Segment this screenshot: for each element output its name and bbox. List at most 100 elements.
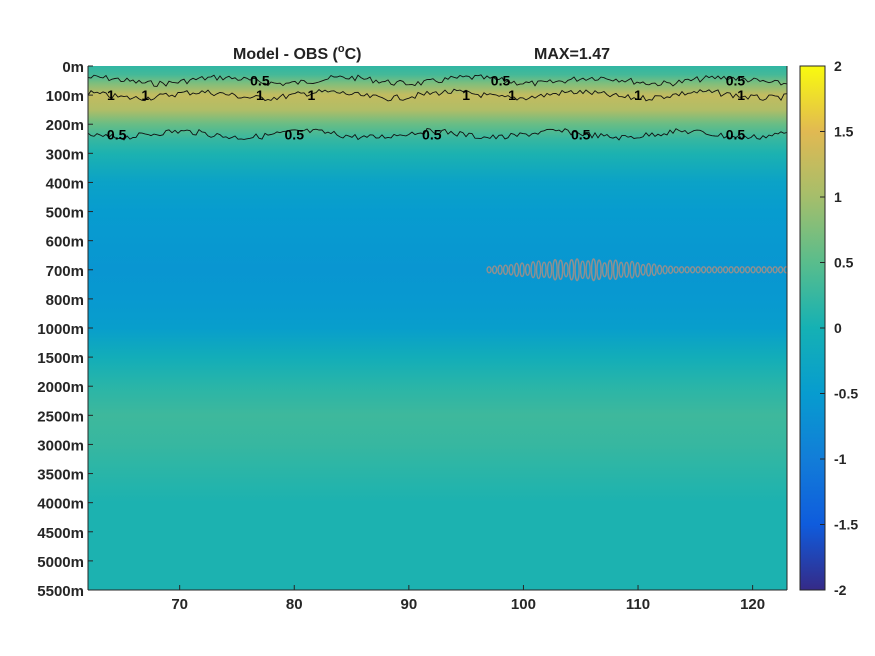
marker-glyph: [689, 266, 696, 274]
marker-glyph: [684, 266, 690, 274]
contour-label: 1: [737, 87, 745, 103]
marker-glyph: [717, 266, 723, 274]
contour-label: 1: [462, 87, 470, 103]
marker-glyph: [519, 262, 525, 278]
marker-glyph: [722, 266, 729, 274]
marker-glyph: [755, 266, 762, 274]
contour-label: 1: [508, 87, 516, 103]
marker-glyph: [739, 266, 745, 274]
marker-glyph: [651, 263, 657, 277]
y-tick-label: 0m: [62, 59, 84, 76]
colorbar-tick-label: -0.5: [834, 386, 858, 402]
marker-glyph: [596, 259, 602, 281]
x-tick-label: 90: [401, 596, 418, 613]
marker-glyph: [557, 259, 564, 281]
y-tick-label: 1500m: [37, 350, 84, 367]
marker-glyph: [656, 264, 663, 275]
marker-glyph: [783, 266, 787, 274]
colorbar-tick-label: 1: [834, 189, 842, 205]
y-axis-ticks: 0m 100m 200m 300m 400m 500m 600m 700m 800m 1000m 1…: [37, 59, 93, 600]
marker-glyph: [667, 265, 674, 275]
contour-label: 1: [107, 87, 115, 103]
marker-glyph: [777, 266, 784, 274]
contour-label: 0.5: [571, 126, 591, 142]
colorbar-tick-label: 0.5: [834, 255, 854, 271]
y-tick-label: 2500m: [37, 408, 84, 425]
y-tick-label: 300m: [46, 146, 84, 163]
marker-glyph: [618, 261, 624, 278]
marker-glyph: [728, 266, 734, 274]
contour-lines: [88, 74, 787, 141]
contour-label: 0.5: [491, 73, 511, 89]
marker-glyph: [585, 260, 591, 280]
colorbar-tick-label: 0: [834, 320, 842, 336]
colorbar-tick-label: -1.5: [834, 517, 858, 533]
contour-line: [88, 74, 787, 87]
plot-area: 0.5 0.5 0.51 1 1 1 1 1 1 10.5 0.5 0.5 0.5 0.5: [87, 66, 788, 591]
marker-glyph: [744, 266, 751, 274]
marker-glyph: [497, 264, 503, 275]
marker-glyph: [750, 266, 756, 274]
contour-label: 1: [141, 87, 149, 103]
marker-glyph: [486, 266, 492, 274]
contour-label: 1: [256, 87, 264, 103]
y-tick-label: 1000m: [37, 321, 84, 338]
contour-label: 0.5: [726, 126, 746, 142]
contour-label: 0.5: [285, 126, 305, 142]
contour-label: 1: [308, 87, 316, 103]
y-tick-label: 3000m: [37, 437, 84, 454]
contour-label: 1: [634, 87, 642, 103]
marker-glyph: [645, 262, 652, 277]
marker-glyph: [552, 258, 558, 281]
marker-glyph: [513, 262, 520, 277]
x-tick-label: 110: [626, 596, 650, 613]
heatmap-field: [88, 66, 787, 590]
contour-line: [88, 88, 787, 102]
contour-label: 0.5: [250, 73, 270, 89]
marker-glyph: [530, 261, 536, 279]
marker-glyph: [607, 259, 613, 280]
marker-glyph: [695, 266, 701, 274]
chart-title: Model - OBS (oC): [233, 43, 362, 63]
y-tick-label: 4000m: [37, 496, 84, 513]
marker-glyph: [579, 260, 586, 280]
marker-glyph: [678, 266, 685, 274]
marker-glyph: [563, 262, 569, 278]
colorbar-tick-label: 2: [834, 58, 842, 74]
title-group: Model - OBS (oC) MAX=1.47: [233, 43, 610, 63]
marker-glyph: [612, 259, 619, 281]
y-tick-label: 600m: [46, 234, 84, 251]
max-value-label: MAX=1.47: [534, 46, 610, 63]
marker-glyph: [761, 266, 767, 274]
marker-glyph: [601, 262, 608, 278]
marker-glyph: [662, 265, 668, 275]
y-tick-label: 4500m: [37, 525, 84, 542]
contour-label: 0.5: [726, 73, 746, 89]
marker-glyph: [508, 263, 514, 276]
marker-glyph: [502, 264, 509, 276]
marker-glyph: [711, 266, 718, 274]
colorbar-tick-label: 1.5: [834, 124, 854, 140]
marker-glyph: [535, 260, 542, 280]
colorbar-ticks: 2 1.5 1 0.5 0 -0.5 -1 -1.5 -2: [820, 58, 858, 598]
y-tick-label: 5000m: [37, 554, 84, 571]
y-tick-label: 3500m: [37, 467, 84, 484]
marker-glyph: [623, 261, 630, 278]
colorbar-tick-label: -2: [834, 582, 847, 598]
x-tick-label: 100: [511, 596, 536, 613]
y-tick-label: 200m: [46, 117, 84, 134]
marker-glyph: [541, 261, 547, 278]
contour-line: [88, 128, 787, 141]
colorbar-tick-label: -1: [834, 451, 847, 467]
y-tick-label: 700m: [46, 263, 84, 280]
marker-glyph: [634, 261, 641, 278]
marker-glyph: [700, 266, 707, 274]
marker-band: [486, 258, 787, 282]
y-tick-label: 2000m: [37, 379, 84, 396]
y-tick-label: 800m: [46, 292, 84, 309]
x-tick-label: 70: [171, 596, 188, 613]
x-tick-label: 120: [740, 596, 765, 613]
y-tick-label: 500m: [46, 205, 84, 222]
marker-glyph: [524, 263, 531, 276]
